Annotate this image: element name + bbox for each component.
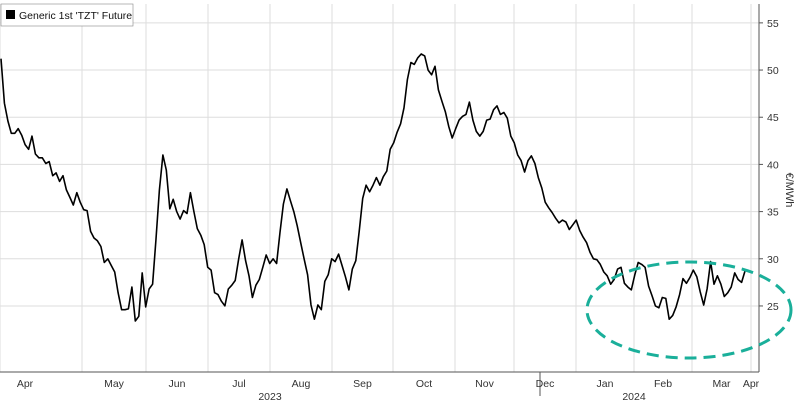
x-tick-label: Jan bbox=[597, 378, 614, 390]
legend-box bbox=[0, 3, 134, 27]
x-tick-label: Jun bbox=[169, 378, 186, 390]
y-tick-label: 55 bbox=[767, 18, 779, 30]
x-tick-label: May bbox=[104, 378, 125, 390]
x-year-label: 2023 bbox=[258, 391, 282, 402]
x-tick-label: Oct bbox=[416, 378, 432, 390]
y-tick-label: 50 bbox=[767, 65, 779, 77]
y-axis-label: €/MWh bbox=[783, 173, 795, 208]
x-tick-label: Mar bbox=[712, 378, 731, 390]
tick-labels: 25 30 35 40 45 50 55 Apr May Jun Jul Aug Sep Oct Nov De… bbox=[17, 18, 779, 402]
y-tick-label: 40 bbox=[767, 159, 779, 171]
x-tick-label: Nov bbox=[475, 378, 494, 390]
gridlines bbox=[0, 4, 759, 372]
legend: Generic 1st 'TZT' Future bbox=[0, 3, 134, 27]
x-tick-label: Apr bbox=[743, 378, 760, 390]
legend-label: Generic 1st 'TZT' Future bbox=[19, 10, 132, 22]
x-tick-label: Jul bbox=[232, 378, 245, 390]
highlight-ellipse bbox=[585, 260, 793, 360]
x-tick-label: Feb bbox=[654, 378, 672, 390]
x-tick-label: Apr bbox=[17, 378, 34, 390]
x-year-label: 2024 bbox=[622, 391, 646, 402]
y-tick-label: 45 bbox=[767, 112, 779, 124]
y-tick-label: 30 bbox=[767, 254, 779, 266]
series-line bbox=[0, 53, 746, 322]
axes bbox=[0, 4, 763, 396]
x-tick-label: Sep bbox=[353, 378, 372, 390]
legend-swatch bbox=[6, 10, 15, 19]
series-layer bbox=[0, 53, 746, 322]
y-tick-label: 35 bbox=[767, 207, 779, 219]
x-tick-label: Dec bbox=[536, 378, 555, 390]
y-tick-label: 25 bbox=[767, 301, 779, 313]
x-tick-label: Aug bbox=[292, 378, 311, 390]
